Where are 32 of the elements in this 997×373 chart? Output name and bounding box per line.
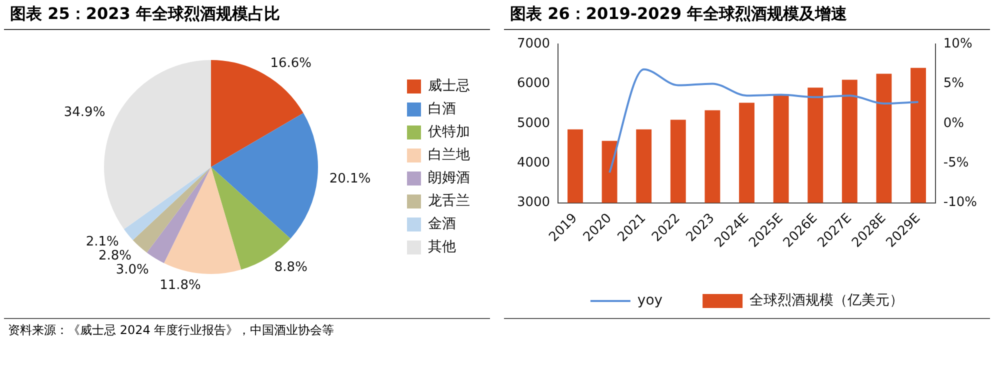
legend-label: 全球烈酒规模（亿美元）: [750, 292, 904, 309]
data-label: 16.6%: [270, 56, 312, 72]
y-tick-label: 4000: [516, 155, 550, 170]
y-tick-label: 6000: [516, 76, 550, 92]
text: 资料来源：《威士忌 2024 年度行业报告》，中国酒业协会等: [8, 322, 336, 339]
y2-tick-label: 5%: [943, 76, 964, 92]
y-tick-label: 5000: [516, 116, 550, 131]
y2-tick-label: -5%: [943, 155, 969, 170]
chart-title: 图表 25：2023 年全球烈酒规模占比: [4, 0, 490, 30]
y-tick-label: 7000: [516, 36, 550, 52]
legend-label: 白兰地: [428, 147, 470, 164]
legend-label: yoy: [637, 292, 663, 309]
legend-label: 伏特加: [428, 124, 470, 140]
legend-label: 白酒: [428, 101, 456, 118]
y-tick-label: 3000: [516, 195, 550, 210]
data-label: 2.1%: [86, 234, 119, 250]
chart-title: 图表 26：2019-2029 年全球烈酒规模及增速: [504, 0, 990, 30]
data-label: 11.8%: [160, 278, 201, 293]
legend-label: 龙舌兰: [428, 193, 470, 210]
line-series: [608, 68, 920, 174]
y2-tick-label: 0%: [943, 116, 964, 131]
y2-tick-label: 10%: [943, 36, 972, 52]
data-label: 3.0%: [116, 262, 149, 278]
legend-label: 威士忌: [428, 78, 470, 94]
y2-tick-label: -10%: [943, 195, 978, 210]
data-label: 34.9%: [64, 104, 106, 120]
legend-label: 其他: [428, 239, 456, 256]
data-label: 2.8%: [98, 248, 132, 264]
data-label: 20.1%: [329, 171, 371, 186]
legend-label: 朗姆酒: [428, 170, 470, 186]
legend-label: 金酒: [428, 216, 456, 232]
data-label: 8.8%: [274, 260, 308, 276]
